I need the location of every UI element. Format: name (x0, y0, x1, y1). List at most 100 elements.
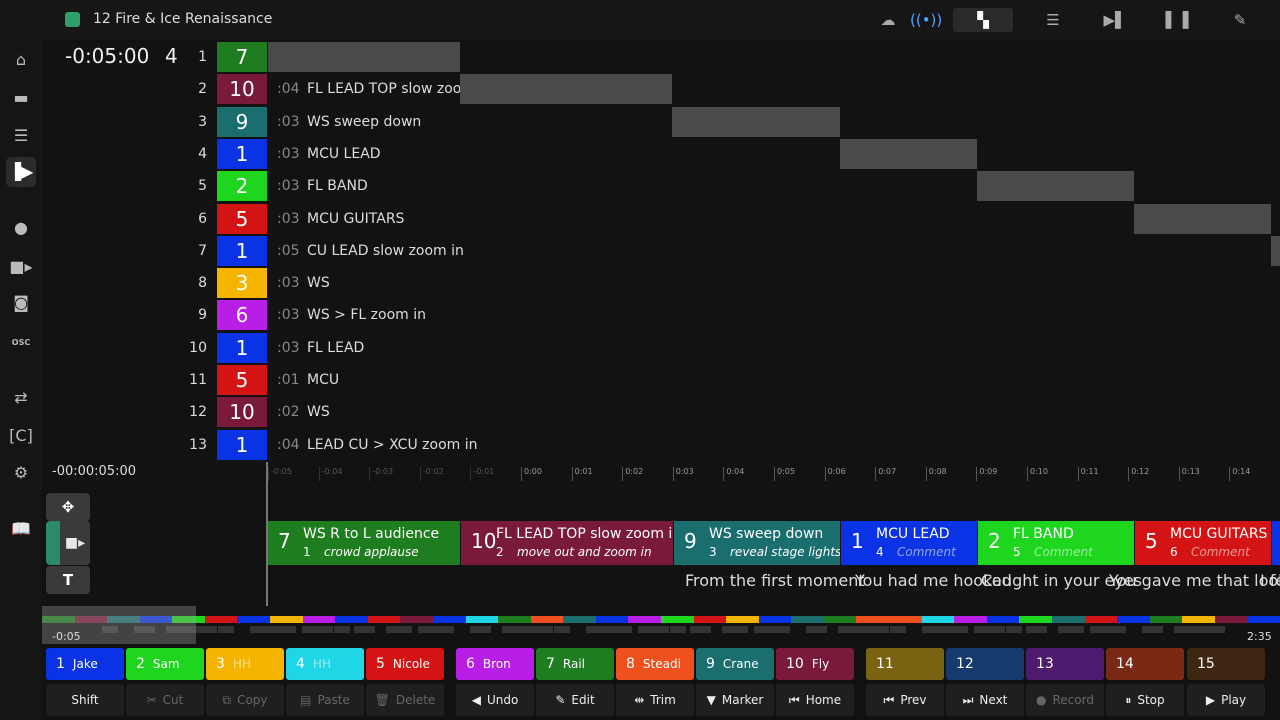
lyric-line[interactable]: Caught in your eyes (981, 571, 1142, 590)
shot-camera-badge[interactable]: 2 (217, 171, 267, 202)
timeline-clip[interactable] (1272, 521, 1280, 565)
shot-number: 8 (198, 275, 207, 292)
marker-button[interactable]: ▼ Marker (696, 684, 774, 716)
lyric-line[interactable]: You gave me that look (1109, 571, 1280, 590)
text-lane-button[interactable]: T (46, 566, 90, 594)
shot-camera-badge[interactable]: 10 (217, 397, 267, 428)
lyric-line[interactable]: You had me hooked (855, 571, 1012, 590)
next-button[interactable]: ⏭ Next (946, 684, 1024, 716)
time-ruler[interactable]: -0:05 -0:04 -0:03 -0:02 -0:01 0:00 0:01 0:02 0:0… (268, 462, 1280, 484)
camera-button[interactable]: 13 (1026, 648, 1104, 680)
shotlist-icon[interactable]: ▐▶ (6, 157, 36, 187)
overview-segment (367, 616, 401, 623)
shot-camera-badge[interactable]: 1 (217, 429, 267, 460)
shot-camera-badge[interactable]: 1 (217, 332, 267, 363)
shot-description[interactable]: FL BAND (307, 178, 368, 195)
camera-button[interactable]: 15 (1187, 648, 1265, 680)
camera-button[interactable]: 6 Bron (456, 648, 534, 680)
shot-camera-badge[interactable]: 1 (217, 138, 267, 169)
shift-button[interactable]: Shift (46, 684, 124, 716)
copy-button[interactable]: ⧉ Copy (206, 684, 284, 716)
player-view-button[interactable]: ▶▌ (1103, 11, 1127, 29)
lyric-line[interactable]: I fel (1260, 571, 1280, 590)
clip-comment: Comment (1034, 545, 1093, 559)
overview-segment (758, 616, 792, 623)
shot-description[interactable]: LEAD CU > XCU zoom in (307, 436, 478, 453)
home-button[interactable]: ⏮ Home (776, 684, 854, 716)
shot-camera-badge[interactable]: 10 (217, 74, 267, 105)
camera-button[interactable]: 10 Fly (776, 648, 854, 680)
home-icon[interactable]: ⌂ (15, 50, 27, 69)
cue-icon[interactable]: [C] (9, 426, 33, 445)
shot-description[interactable]: WS (307, 404, 330, 421)
shot-description[interactable]: MCU GUITARS (307, 210, 405, 227)
timeline-clip[interactable]: 2 FL BAND 5 Comment (978, 521, 1134, 565)
camera-lane-button[interactable]: ■▸ (46, 521, 90, 565)
webcam-icon[interactable]: ◙ (13, 293, 29, 312)
paste-button[interactable]: ▤ Paste (286, 684, 364, 716)
camera-button[interactable]: 3 HH (206, 648, 284, 680)
timeline-clip[interactable]: 1 MCU LEAD 4 Comment (841, 521, 977, 565)
marker-icon: ▼ (706, 693, 716, 707)
cut-button[interactable]: ✂ Cut (126, 684, 204, 716)
shot-camera-badge[interactable]: 3 (217, 268, 267, 299)
camera-button[interactable]: 1 Jake (46, 648, 124, 680)
timeline-clip[interactable]: 10 FL LEAD TOP slow zoom in 2 move out and … (461, 521, 673, 565)
overview-lyric-mark (586, 626, 607, 633)
edit-button[interactable]: ✎ Edit (536, 684, 614, 716)
move-tool-button[interactable]: ✥ (46, 493, 90, 521)
shot-camera-badge[interactable]: 7 (217, 42, 267, 72)
osc-icon[interactable]: OSC (11, 338, 31, 347)
gear-icon[interactable]: ⚙ (13, 463, 29, 482)
shot-description[interactable]: FL LEAD (307, 339, 365, 356)
book-icon[interactable]: 📖 (11, 519, 31, 538)
timeline-clip[interactable]: 7 WS R to L audience 1 crowd applause (268, 521, 460, 565)
swap-icon[interactable]: ⇄ (14, 388, 28, 407)
camera-button[interactable]: 7 Rail (536, 648, 614, 680)
shot-camera-badge[interactable]: 9 (217, 106, 267, 137)
shot-description[interactable]: MCU LEAD (307, 145, 381, 162)
edit-view-button[interactable]: ✎ (1233, 11, 1247, 29)
shot-camera-badge[interactable]: 5 (217, 203, 267, 234)
stop-button[interactable]: ⏸ Stop (1106, 684, 1184, 716)
shot-duration: :03 (277, 307, 300, 324)
broadcast-icon[interactable]: ((•)) (910, 11, 943, 29)
delete-button[interactable]: 🗑 Delete (366, 684, 444, 716)
camera-button[interactable]: 14 (1106, 648, 1184, 680)
timeline-clip[interactable]: 9 WS sweep down 3 reveal stage lights (674, 521, 840, 565)
overview-viewport[interactable] (42, 606, 196, 644)
camera-button[interactable]: 4 HH (286, 648, 364, 680)
shot-camera-badge[interactable]: 1 (217, 235, 267, 266)
timeline-clip[interactable]: 5 MCU GUITARS 6 Comment (1135, 521, 1271, 565)
playhead[interactable] (266, 462, 268, 606)
camera-button[interactable]: 12 (946, 648, 1024, 680)
play-button[interactable]: ▶ Play (1187, 684, 1265, 716)
shot-description[interactable]: WS (307, 275, 330, 292)
camera-button[interactable]: 2 Sam (126, 648, 204, 680)
shot-camera-badge[interactable]: 6 (217, 300, 267, 331)
camera-icon[interactable]: ■▸ (9, 257, 33, 276)
gantt-view-button[interactable]: ▚ (953, 8, 1013, 32)
person-icon[interactable]: ● (14, 218, 28, 237)
list-icon[interactable]: ☰ (13, 126, 29, 145)
list-view-button[interactable]: ☰ (1046, 11, 1060, 29)
prev-button[interactable]: ⏮ Prev (866, 684, 944, 716)
record-button[interactable]: ● Record (1026, 684, 1104, 716)
shot-description[interactable]: WS > FL zoom in (307, 307, 426, 324)
lyric-line[interactable]: From the first moment (685, 571, 865, 590)
cloud-sync-icon[interactable]: ☁ (880, 11, 896, 29)
overview-strip[interactable] (42, 606, 1280, 650)
shot-description[interactable]: MCU (307, 372, 340, 388)
folder-icon[interactable]: ▬ (13, 88, 29, 107)
shot-description[interactable]: CU LEAD slow zoom in (307, 242, 464, 259)
shot-camera-badge[interactable]: 5 (217, 365, 267, 395)
trim-button[interactable]: ⇹ Trim (616, 684, 694, 716)
camera-button[interactable]: 5 Nicole (366, 648, 444, 680)
shot-description[interactable]: FL LEAD TOP slow zoom in (307, 81, 493, 98)
undo-button[interactable]: ◀ Undo (456, 684, 534, 716)
camera-button[interactable]: 11 (866, 648, 944, 680)
camera-button[interactable]: 9 Crane (696, 648, 774, 680)
camera-button[interactable]: 8 Steadi (616, 648, 694, 680)
shot-description[interactable]: WS sweep down (307, 113, 422, 130)
compare-view-button[interactable]: ▌▐ (1165, 11, 1189, 29)
